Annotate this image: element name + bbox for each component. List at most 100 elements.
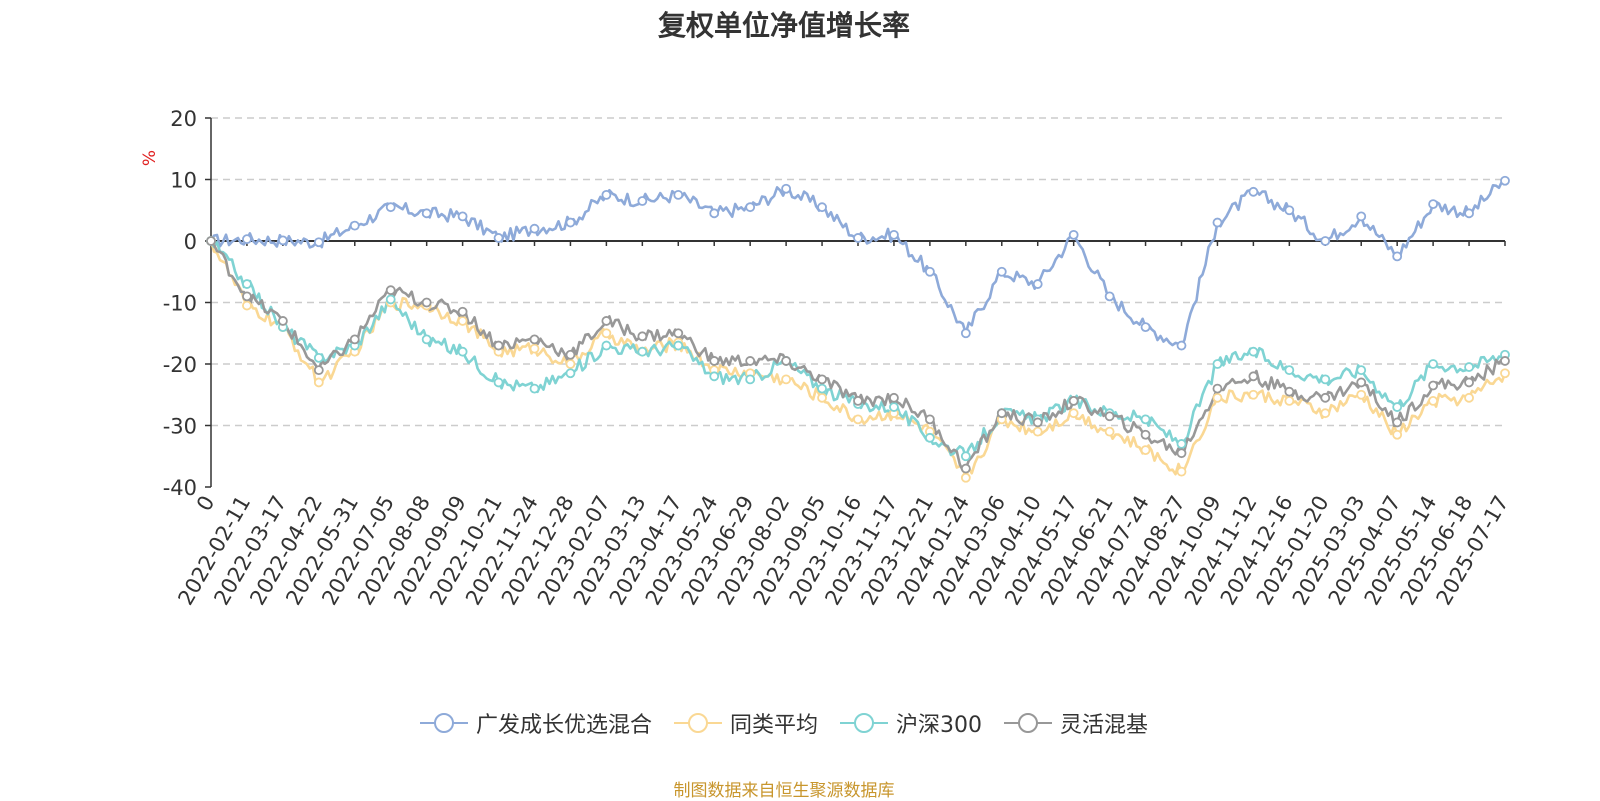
data-point <box>242 291 252 302</box>
data-point <box>673 340 684 351</box>
data-point <box>1104 291 1115 302</box>
data-point <box>996 266 1007 277</box>
data-point <box>242 300 252 311</box>
data-point <box>277 235 288 246</box>
data-point <box>853 233 863 243</box>
data-point <box>781 183 792 194</box>
legend-circle-icon <box>1004 713 1052 733</box>
data-point <box>457 211 468 222</box>
data-point <box>385 294 396 305</box>
data-point <box>1212 383 1223 394</box>
data-point <box>1248 371 1259 382</box>
data-point <box>853 414 863 425</box>
data-point <box>924 414 935 425</box>
data-point <box>1068 408 1079 419</box>
series-line-1 <box>209 179 1506 347</box>
data-point <box>1248 346 1259 357</box>
legend-label: 同类平均 <box>729 713 818 738</box>
data-point <box>1392 429 1403 440</box>
legend-label: 广发成长优选混合 <box>475 713 652 738</box>
data-point <box>1356 211 1367 222</box>
legend-item[interactable]: 灵活混基 <box>1004 707 1148 739</box>
data-point <box>1140 414 1151 425</box>
data-point <box>1428 380 1439 391</box>
data-point <box>1284 365 1295 376</box>
data-point <box>1320 236 1331 246</box>
data-point <box>1140 445 1151 456</box>
data-point <box>601 340 612 351</box>
y-tick-label: 10 <box>170 169 197 193</box>
data-point <box>349 334 360 345</box>
data-point <box>1212 392 1223 403</box>
data-point <box>1500 356 1510 366</box>
data-point <box>960 451 971 462</box>
data-point <box>421 208 432 219</box>
data-point <box>313 365 324 376</box>
data-point <box>277 316 288 326</box>
data-point <box>637 196 648 206</box>
data-point <box>1104 426 1115 437</box>
data-point <box>457 346 468 357</box>
data-point <box>529 383 540 394</box>
data-point <box>206 236 216 246</box>
data-point <box>745 202 756 213</box>
data-point <box>1248 389 1259 400</box>
data-point <box>673 328 684 339</box>
data-point <box>817 202 827 213</box>
legend-circle-icon <box>840 713 888 733</box>
data-point <box>1176 448 1187 459</box>
data-point <box>1032 279 1043 289</box>
data-point <box>1500 175 1510 186</box>
data-point <box>601 328 612 339</box>
data-point <box>960 472 971 483</box>
data-point <box>385 202 396 213</box>
data-point <box>457 316 468 326</box>
data-point <box>817 374 827 385</box>
data-point <box>960 328 971 339</box>
data-point <box>673 189 684 200</box>
legend-circle-icon <box>419 713 468 733</box>
legend-item[interactable]: 广发成长优选混合 <box>419 707 652 739</box>
data-point <box>601 316 612 326</box>
data-point <box>960 463 971 474</box>
data-point <box>1392 402 1403 412</box>
data-point <box>1464 377 1474 388</box>
data-point <box>385 285 396 296</box>
data-point <box>1464 392 1474 403</box>
data-point <box>565 349 576 360</box>
legend-item[interactable]: 同类平均 <box>673 707 818 739</box>
data-point <box>1320 392 1331 403</box>
x-tick-label: 0 <box>192 492 219 516</box>
data-point <box>1464 208 1474 219</box>
data-point <box>1320 408 1331 419</box>
data-point <box>1140 322 1151 333</box>
data-point <box>1140 429 1151 440</box>
data-point <box>1068 229 1079 240</box>
source-note: 制图数据来自恒生聚源数据库 <box>673 781 895 801</box>
data-point <box>853 395 863 406</box>
data-point <box>565 359 576 369</box>
data-point <box>1176 439 1187 449</box>
legend-label: 灵活混基 <box>1060 713 1149 738</box>
data-point <box>889 402 899 412</box>
data-point <box>1284 205 1295 216</box>
legend-item[interactable]: 沪深300 <box>840 707 982 739</box>
data-point <box>1392 417 1403 428</box>
data-point <box>493 340 504 351</box>
series-line-2 <box>209 240 1507 480</box>
series-line-4 <box>209 240 1506 472</box>
data-point <box>313 377 324 388</box>
data-point <box>493 233 504 243</box>
data-point <box>1176 340 1187 351</box>
data-point <box>529 223 540 234</box>
data-point <box>996 408 1007 419</box>
data-point <box>781 356 792 366</box>
data-point <box>1032 426 1043 437</box>
data-point <box>1428 359 1439 369</box>
data-point <box>242 234 252 245</box>
data-point <box>817 383 827 394</box>
data-point <box>1428 199 1439 210</box>
data-point <box>601 189 612 200</box>
data-point <box>709 356 720 366</box>
